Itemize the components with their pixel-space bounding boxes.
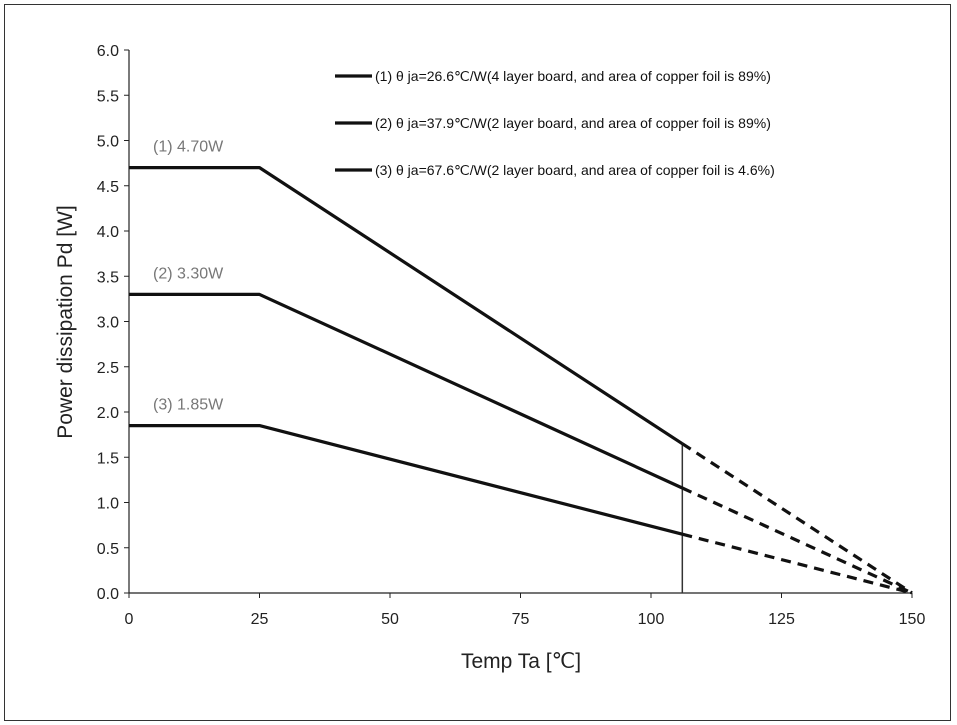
axes (128, 50, 912, 594)
series-1-annotation: (1) 4.70W (153, 139, 224, 156)
series-lines (129, 166, 913, 595)
y-tick-label: 5.0 (97, 134, 119, 151)
y-tick-label: 2.0 (97, 405, 119, 422)
series-2-dashed-extension (681, 486, 913, 595)
x-axis-title: Temp Ta [℃] (461, 650, 581, 673)
legend-label-2: (2) θ ja=37.9℃/W(2 layer board, and area… (375, 115, 771, 131)
x-tick-label: 50 (381, 611, 399, 628)
series-3-annotation: (3) 1.85W (153, 397, 224, 414)
x-tick-label: 25 (251, 611, 269, 628)
y-tick-label: 0.0 (97, 586, 119, 603)
y-tick-label: 3.0 (97, 315, 119, 332)
y-tick-label: 3.5 (97, 269, 119, 286)
y-tick-label: 0.5 (97, 541, 119, 558)
legend-label-1: (1) θ ja=26.6℃/W(4 layer board, and area… (375, 68, 771, 84)
y-axis-title: Power dissipation Pd [W] (54, 205, 77, 438)
y-tick-label: 1.0 (97, 496, 119, 513)
series-annotations: (1) 4.70W (2) 3.30W (3) 1.85W (153, 139, 224, 414)
series-3-dashed-extension (681, 532, 913, 595)
y-tick-label: 5.5 (97, 88, 119, 105)
chart-frame (4, 4, 951, 721)
x-tick-label: 100 (638, 611, 665, 628)
series-2-annotation: (2) 3.30W (153, 265, 224, 282)
y-tick-label: 1.5 (97, 450, 119, 467)
y-tick-label: 4.0 (97, 224, 119, 241)
x-tick-label: 75 (512, 611, 530, 628)
series-1-line (129, 166, 684, 446)
legend-label-3: (3) θ ja=67.6℃/W(2 layer board, and area… (375, 162, 775, 178)
x-tick-label: 0 (125, 611, 134, 628)
series-3-line (129, 424, 683, 536)
y-tick-label: 6.0 (97, 43, 119, 60)
legend: (1) θ ja=26.6℃/W(4 layer board, and area… (335, 68, 775, 178)
y-tick-label: 2.5 (97, 360, 119, 377)
series-2-line (129, 292, 683, 490)
y-tick-labels: 0.0 0.5 1.0 1.5 2.0 2.5 3.0 3.5 4.0 4.5 5.0 5.5 6.0 (97, 43, 129, 603)
y-tick-label: 4.5 (97, 179, 119, 196)
x-tick-label: 125 (768, 611, 795, 628)
x-tick-label: 150 (899, 611, 926, 628)
series-1-dashed-extension (681, 442, 913, 595)
x-tick-labels: 0 25 50 75 100 125 150 (125, 593, 926, 628)
